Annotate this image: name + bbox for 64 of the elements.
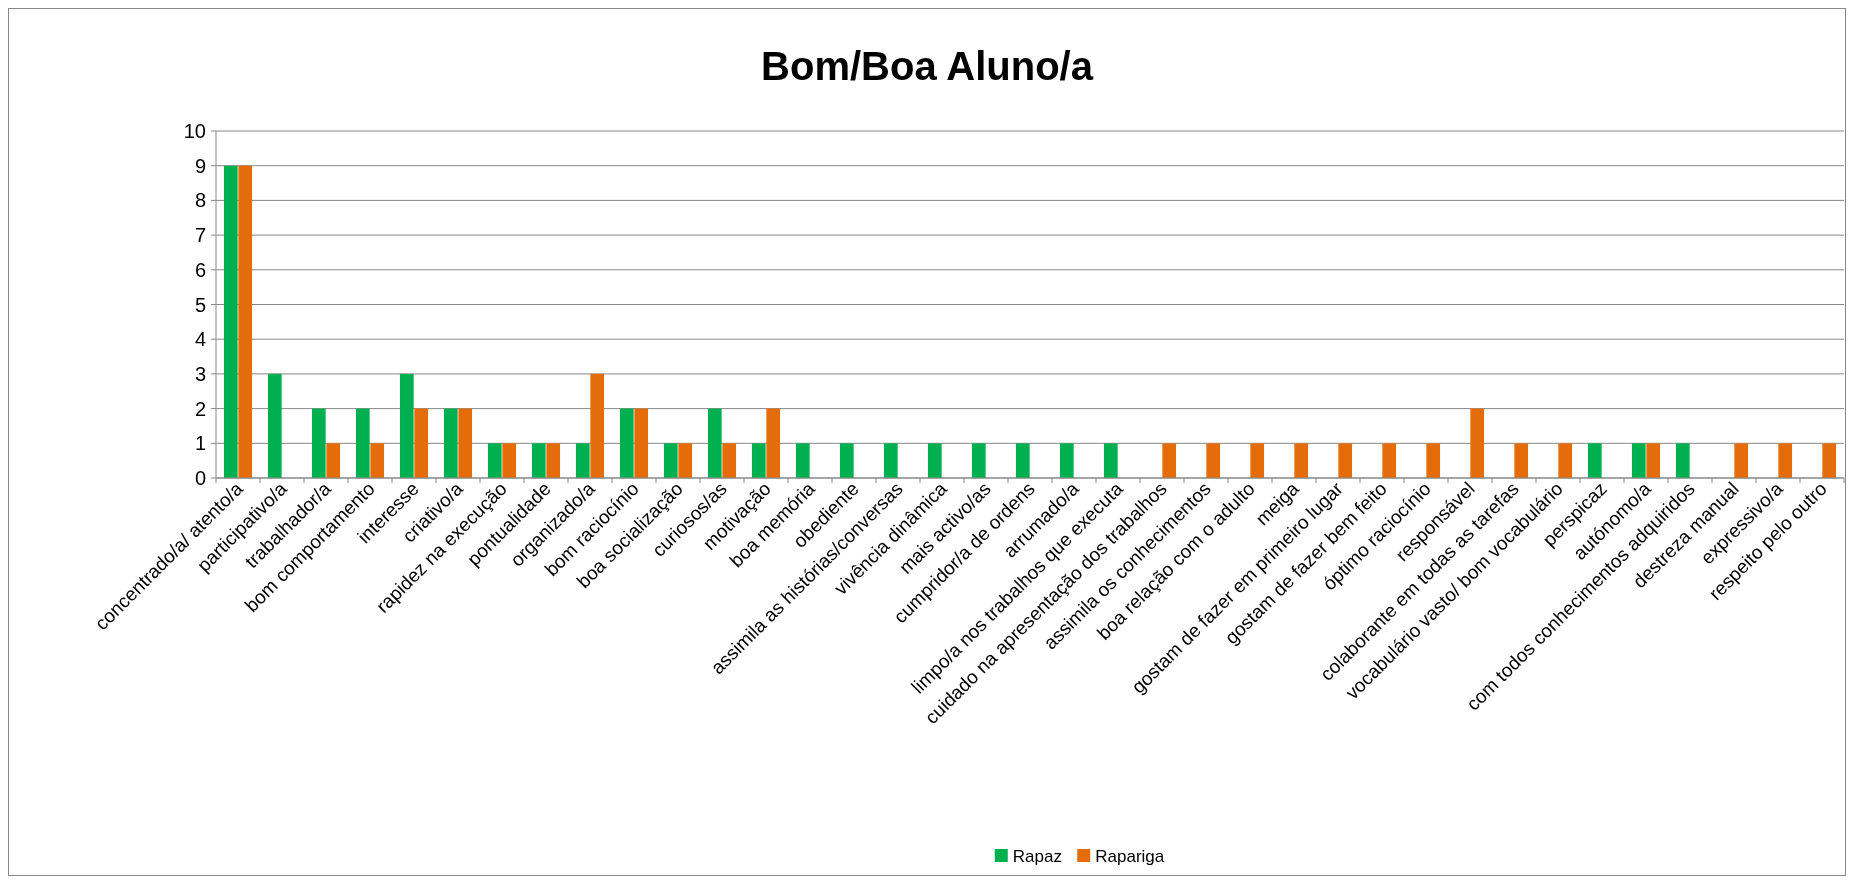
- bar: [1015, 443, 1030, 478]
- y-tick-label: 5: [194, 293, 206, 316]
- bar: [1250, 443, 1265, 478]
- bar: [1103, 443, 1118, 478]
- bar: [619, 408, 634, 478]
- bar: [634, 408, 649, 478]
- bar: [1514, 443, 1529, 478]
- bar: [326, 443, 341, 478]
- y-tick-label: 4: [194, 328, 206, 351]
- bar: [1470, 408, 1485, 478]
- bar: [1059, 443, 1074, 478]
- bar: [722, 443, 737, 478]
- bar: [1675, 443, 1690, 478]
- y-tick-label: 3: [194, 362, 206, 385]
- chart-title: Bom/Boa Aluno/a: [761, 44, 1094, 88]
- bar: [1778, 443, 1793, 478]
- y-tick-label: 0: [194, 467, 206, 489]
- bar: [458, 408, 473, 478]
- bar: [575, 443, 590, 478]
- bar: [971, 443, 986, 478]
- bar: [1206, 443, 1221, 478]
- bar: [370, 443, 385, 478]
- bar: [1338, 443, 1353, 478]
- bar: [223, 165, 238, 478]
- bar: [1587, 443, 1602, 478]
- bar: [1162, 443, 1177, 478]
- bar: [839, 443, 854, 478]
- y-tick-label: 8: [194, 189, 206, 212]
- bar: [766, 408, 781, 478]
- legend-label: Rapaz: [1012, 846, 1062, 866]
- bar: [443, 408, 458, 478]
- bar: [590, 373, 605, 478]
- y-tick-label: 7: [194, 224, 206, 247]
- bar: [707, 408, 722, 478]
- y-tick-label: 9: [194, 154, 206, 177]
- bar: [311, 408, 326, 478]
- bar: [502, 443, 517, 478]
- bar: [751, 443, 766, 478]
- y-tick-label: 1: [194, 432, 206, 455]
- y-tick-label: 2: [194, 397, 206, 420]
- bar: [487, 443, 502, 478]
- bar: [678, 443, 693, 478]
- bar: [927, 443, 942, 478]
- bar: [399, 373, 414, 478]
- bar: [414, 408, 429, 478]
- bar: [1426, 443, 1441, 478]
- bar: [1822, 443, 1837, 478]
- legend-label: Rapariga: [1095, 846, 1165, 866]
- y-tick-label: 6: [194, 258, 206, 281]
- bar: [267, 373, 282, 478]
- bar: [663, 443, 678, 478]
- bar: [531, 443, 546, 478]
- bar: [1734, 443, 1749, 478]
- y-tick-label: 10: [183, 120, 206, 142]
- bar: [795, 443, 810, 478]
- bar: [1646, 443, 1661, 478]
- bar: [355, 408, 370, 478]
- bar: [1558, 443, 1573, 478]
- bar: [1631, 443, 1646, 478]
- bar: [238, 165, 253, 478]
- bar: [883, 443, 898, 478]
- bar: [1294, 443, 1309, 478]
- bar: [1382, 443, 1397, 478]
- bar: [546, 443, 561, 478]
